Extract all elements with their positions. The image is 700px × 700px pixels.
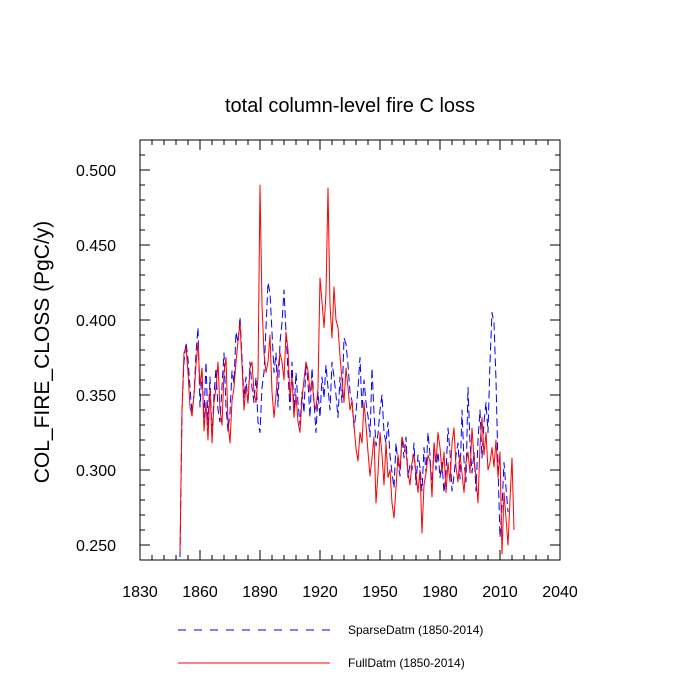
y-tick-label: 0.350 bbox=[76, 388, 116, 405]
x-tick-label: 1890 bbox=[242, 584, 278, 601]
y-tick-label: 0.400 bbox=[76, 313, 116, 330]
x-tick-label: 1920 bbox=[302, 584, 338, 601]
y-tick-label: 0.250 bbox=[76, 538, 116, 555]
series-line-full-datm bbox=[179, 184, 515, 555]
y-tick-label: 0.500 bbox=[76, 163, 116, 180]
chart-title: total column-level fire C loss bbox=[225, 95, 475, 117]
plot-frame bbox=[139, 139, 561, 561]
series-layer bbox=[179, 184, 515, 558]
y-axis-label: COL_FIRE_CLOSS (PgC/y) bbox=[31, 221, 54, 484]
legend: SparseDatm (1850-2014) FullDatm (1850-201… bbox=[178, 623, 483, 670]
axis-ticks: 1830 1860 1890 1920 1950 1980 2010 2040 0.250 0.3… bbox=[76, 139, 578, 601]
series-line-sparse-datm bbox=[179, 282, 509, 558]
x-tick-label: 2040 bbox=[542, 584, 578, 601]
x-tick-label: 1830 bbox=[122, 584, 158, 601]
x-tick-label: 1950 bbox=[362, 584, 398, 601]
x-tick-label: 2010 bbox=[482, 584, 518, 601]
legend-label: FullDatm (1850-2014) bbox=[348, 656, 465, 670]
legend-label: SparseDatm (1850-2014) bbox=[348, 623, 483, 637]
x-tick-label: 1860 bbox=[182, 584, 218, 601]
y-tick-label: 0.300 bbox=[76, 463, 116, 480]
x-tick-label: 1980 bbox=[422, 584, 458, 601]
y-tick-label: 0.450 bbox=[76, 238, 116, 255]
